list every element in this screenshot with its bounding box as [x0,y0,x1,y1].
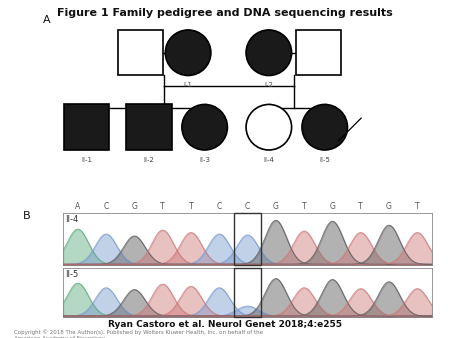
Text: T: T [160,202,165,212]
Ellipse shape [182,104,227,150]
Text: Ryan Castoro et al. Neurol Genet 2018;4:e255: Ryan Castoro et al. Neurol Genet 2018;4:… [108,320,342,330]
Bar [118,30,163,75]
Text: II-3: II-3 [199,157,210,163]
Ellipse shape [246,104,292,150]
Bar [126,104,171,150]
Text: II-4: II-4 [263,157,274,163]
Text: C: C [245,202,250,212]
Bar [64,104,109,150]
Text: T: T [189,202,193,212]
Text: T: T [358,202,363,212]
Text: I-2: I-2 [265,82,273,88]
Text: Copyright © 2018 The Author(s). Published by Wolters Kluwer Health, Inc. on beha: Copyright © 2018 The Author(s). Publishe… [14,330,262,338]
Text: A: A [75,202,81,212]
Text: II-5: II-5 [65,269,78,279]
Text: I-1: I-1 [184,82,193,88]
Text: II-5: II-5 [320,157,330,163]
Text: G: G [273,202,279,212]
Text: G: G [386,202,392,212]
Text: B: B [22,211,30,221]
Text: C: C [104,202,109,212]
Ellipse shape [165,30,211,75]
Ellipse shape [302,104,347,150]
Text: II-4: II-4 [65,215,78,223]
Text: G: G [131,202,137,212]
Bar [234,268,261,317]
Text: G: G [329,202,335,212]
Text: II-1: II-1 [81,157,92,163]
Text: T: T [415,202,419,212]
Ellipse shape [246,30,292,75]
Text: T: T [302,202,306,212]
Text: II-2: II-2 [144,157,154,163]
Bar [234,213,261,265]
Text: A: A [43,16,51,25]
Text: C: C [216,202,222,212]
Text: Figure 1 Family pedigree and DNA sequencing results: Figure 1 Family pedigree and DNA sequenc… [57,8,393,19]
Bar [296,30,341,75]
